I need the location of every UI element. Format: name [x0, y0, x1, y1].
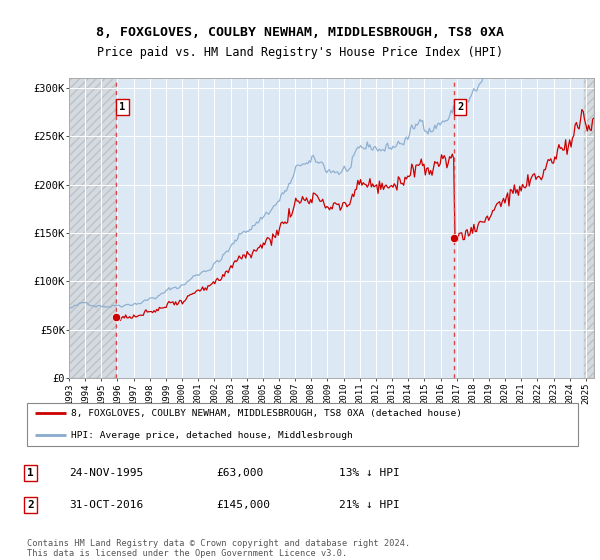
Text: £63,000: £63,000 — [216, 468, 263, 478]
Text: 31-OCT-2016: 31-OCT-2016 — [69, 500, 143, 510]
Text: 13% ↓ HPI: 13% ↓ HPI — [339, 468, 400, 478]
Text: 8, FOXGLOVES, COULBY NEWHAM, MIDDLESBROUGH, TS8 0XA (detached house): 8, FOXGLOVES, COULBY NEWHAM, MIDDLESBROU… — [71, 409, 463, 418]
Text: £145,000: £145,000 — [216, 500, 270, 510]
Text: 1: 1 — [27, 468, 34, 478]
Text: 2: 2 — [27, 500, 34, 510]
Text: 24-NOV-1995: 24-NOV-1995 — [69, 468, 143, 478]
Bar — [584, 78, 594, 378]
Text: 1: 1 — [119, 102, 125, 113]
Text: 2: 2 — [457, 102, 463, 113]
Text: Contains HM Land Registry data © Crown copyright and database right 2024.
This d: Contains HM Land Registry data © Crown c… — [27, 539, 410, 558]
Text: Price paid vs. HM Land Registry's House Price Index (HPI): Price paid vs. HM Land Registry's House … — [97, 46, 503, 59]
Text: 8, FOXGLOVES, COULBY NEWHAM, MIDDLESBROUGH, TS8 0XA: 8, FOXGLOVES, COULBY NEWHAM, MIDDLESBROU… — [96, 26, 504, 39]
Bar — [69, 78, 116, 378]
Text: HPI: Average price, detached house, Middlesbrough: HPI: Average price, detached house, Midd… — [71, 431, 353, 440]
Text: 21% ↓ HPI: 21% ↓ HPI — [339, 500, 400, 510]
FancyBboxPatch shape — [27, 403, 578, 446]
